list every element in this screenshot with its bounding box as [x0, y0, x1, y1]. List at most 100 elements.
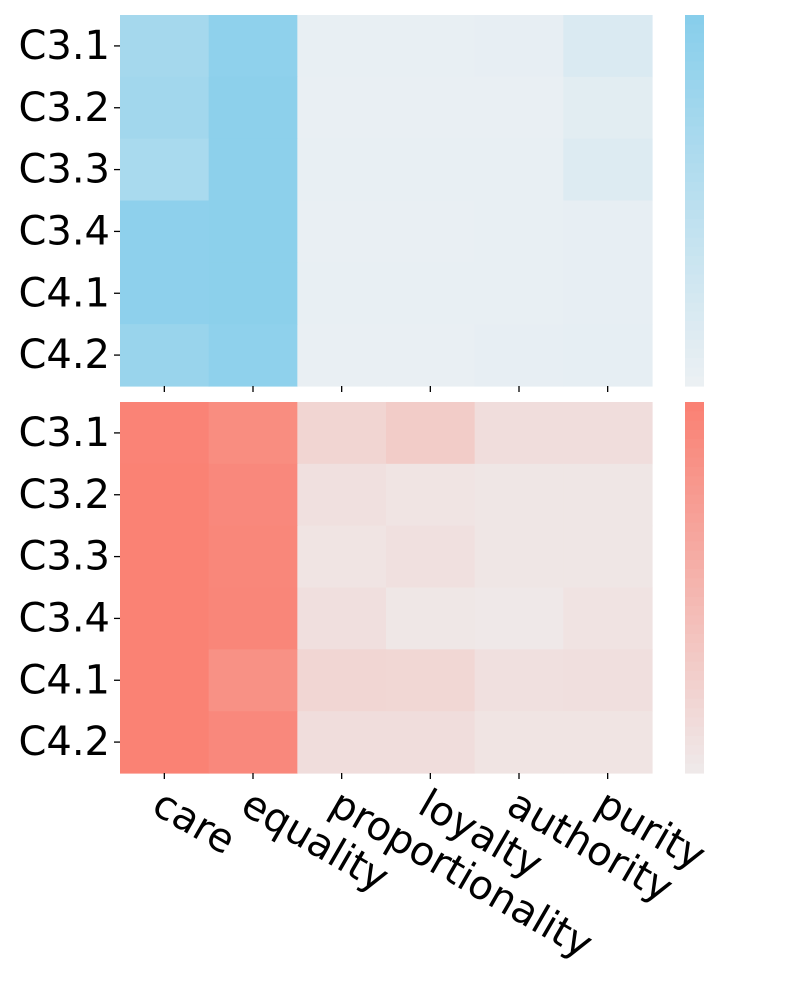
colorbar-segment: [685, 135, 704, 146]
heatmap-cell-C3-1-equality: [208, 15, 298, 78]
heatmap-cell-C3-1-loyalty: [386, 402, 476, 465]
heatmap-cell-C4-2-authority: [474, 324, 564, 387]
heatmap-cell-C3-4-equality: [208, 200, 298, 263]
heatmap-cell-C3-3-authority: [474, 138, 564, 202]
bottom-heatmap-panel: C3.1 C3.2 C3.3 C3.4 C4.1 C4.2: [18, 402, 653, 779]
colorbar-segment: [685, 302, 704, 313]
heatmap-cell-C3-4-care: [120, 587, 210, 650]
heatmap-cell-C3-3-authority: [474, 525, 564, 589]
heatmap-cell-C4-2-loyalty: [386, 324, 476, 387]
top-heatmap-panel: C3.1 C3.2 C3.3 C3.4 C4.1 C4.2: [18, 15, 653, 392]
heatmap-cell-C4-2-loyalty: [386, 711, 476, 774]
colorbar-segment: [685, 311, 704, 322]
colorbar-segment: [685, 402, 704, 412]
colorbar-segment: [685, 559, 704, 570]
heatmap-cell-C4-2-equality: [208, 324, 298, 387]
colorbar-segment: [685, 698, 704, 709]
colorbar-segment: [685, 633, 704, 644]
heatmap-cell-C3-2-care: [120, 76, 210, 140]
colorbar-segment: [685, 708, 704, 718]
colorbar-segment: [685, 200, 704, 211]
colorbar-segment: [685, 163, 704, 174]
x-axis: careequalityproportionalityloyaltyauthor…: [145, 781, 713, 968]
heatmap-cell-C3-3-loyalty: [386, 525, 476, 589]
colorbar-segment: [685, 652, 704, 663]
heatmap-cell-C4-1-purity: [563, 649, 653, 712]
heatmap-cell-C3-2-proportionality: [297, 76, 387, 140]
heatmap-cell-C3-2-purity: [563, 76, 653, 140]
colorbar-segment: [685, 466, 704, 477]
heatmap-cell-C3-1-authority: [474, 402, 564, 465]
colorbar-segment: [685, 568, 704, 579]
colorbar-segment: [685, 420, 704, 431]
y-tick-label: C4.2: [18, 332, 110, 378]
heatmap-cell-C4-2-authority: [474, 711, 564, 774]
colorbar-segment: [685, 689, 704, 700]
colorbar-segment: [685, 531, 704, 542]
colorbar-segment: [685, 33, 704, 44]
heatmap-cell-C4-1-authority: [474, 649, 564, 712]
colorbar-segment: [685, 578, 704, 589]
colorbar-segment: [685, 735, 704, 746]
heatmap-cell-C3-3-equality: [208, 525, 298, 589]
colorbar-segment: [685, 219, 704, 229]
y-tick-label: C4.1: [18, 657, 110, 703]
heatmap-cell-C3-3-care: [120, 525, 210, 589]
heatmap-cell-C4-2-proportionality: [297, 711, 387, 774]
y-tick-label: C3.1: [18, 410, 110, 456]
colorbar-segment: [685, 70, 704, 81]
colorbar-segment: [685, 339, 704, 350]
colorbar-segment: [685, 541, 704, 551]
colorbar-segment: [685, 256, 704, 267]
colorbar-segment: [685, 587, 704, 598]
bottom-colorbar: [685, 402, 704, 774]
colorbar-segment: [685, 274, 704, 285]
heatmap-cell-C3-4-purity: [563, 587, 653, 650]
colorbar-segment: [685, 321, 704, 331]
heatmap-cell-C4-2-care: [120, 711, 210, 774]
heatmap-cell-C3-1-loyalty: [386, 15, 476, 78]
colorbar-segment: [685, 411, 704, 422]
heatmap-cell-C3-4-equality: [208, 587, 298, 650]
colorbar-segment: [685, 661, 704, 672]
colorbar-segment: [685, 144, 704, 155]
colorbar-segment: [685, 513, 704, 524]
colorbar-segment: [685, 606, 704, 616]
heatmap-cell-C3-3-purity: [563, 525, 653, 589]
colorbar-segment: [685, 670, 704, 681]
heatmap-cell-C3-4-proportionality: [297, 200, 387, 263]
y-tick-label: C3.3: [18, 147, 110, 193]
colorbar-segment: [685, 191, 704, 202]
y-tick-label: C3.2: [18, 85, 110, 131]
colorbar-segment: [685, 680, 704, 691]
heatmap-cell-C3-2-loyalty: [386, 463, 476, 527]
colorbar-segment: [685, 42, 704, 53]
heatmap-cell-C3-1-care: [120, 15, 210, 78]
colorbar-segment: [685, 550, 704, 561]
heatmap-cell-C4-1-care: [120, 649, 210, 712]
colorbar-segment: [685, 293, 704, 304]
heatmap-cell-C3-2-loyalty: [386, 76, 476, 140]
colorbar-segment: [685, 643, 704, 654]
heatmap-cell-C3-4-loyalty: [386, 587, 476, 650]
colorbar-segment: [685, 439, 704, 449]
colorbar-segment: [685, 283, 704, 294]
heatmap-cell-C4-2-equality: [208, 711, 298, 774]
heatmap-cell-C4-1-authority: [474, 262, 564, 325]
colorbar-segment: [685, 52, 704, 62]
colorbar-segment: [685, 763, 704, 774]
colorbar-segment: [685, 228, 704, 239]
heatmap-cell-C3-1-authority: [474, 15, 564, 78]
heatmap-cell-C4-2-proportionality: [297, 324, 387, 387]
heatmap-cell-C4-1-proportionality: [297, 262, 387, 325]
heatmap-cell-C3-3-purity: [563, 138, 653, 202]
heatmap-cell-C4-2-care: [120, 324, 210, 387]
colorbar-segment: [685, 596, 704, 607]
heatmap-cell-C4-1-proportionality: [297, 649, 387, 712]
colorbar-segment: [685, 24, 704, 35]
heatmap-cell-C3-2-proportionality: [297, 463, 387, 527]
colorbar-segment: [685, 117, 704, 127]
heatmap-cell-C3-2-authority: [474, 76, 564, 140]
y-tick-label: C3.4: [18, 595, 110, 641]
